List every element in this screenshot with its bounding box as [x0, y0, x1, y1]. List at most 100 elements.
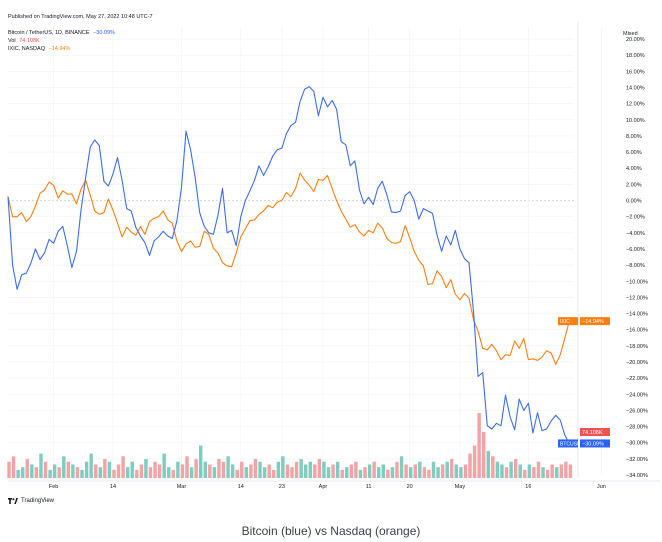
- volume-bar: [326, 467, 331, 478]
- volume-bar: [244, 467, 249, 478]
- volume-bar: [399, 456, 404, 478]
- volume-bar: [66, 461, 71, 478]
- volume-bar: [153, 461, 157, 478]
- volume-bar: [230, 464, 235, 478]
- volume-bar: [431, 461, 436, 478]
- y-tick-label: −14.00%: [626, 312, 648, 318]
- volume-bar: [440, 464, 445, 478]
- volume-bar: [57, 467, 61, 478]
- x-tick-label: 23: [279, 484, 285, 490]
- x-tick-label: 14: [110, 484, 116, 490]
- x-tick-label: Jun: [597, 484, 606, 490]
- y-tick-label: 20.00%: [626, 37, 645, 43]
- volume-bar: [345, 467, 349, 478]
- x-tick-label: 20: [407, 484, 413, 490]
- x-tick-label: Mar: [177, 484, 187, 490]
- volume-bar: [299, 459, 303, 478]
- volume-bar: [189, 467, 194, 478]
- volume-bar: [135, 469, 139, 478]
- volume-bar: [84, 461, 89, 478]
- volume-bar: [500, 464, 504, 478]
- tradingview-logo[interactable]: TradingView: [8, 498, 54, 504]
- volume-bar: [171, 469, 176, 478]
- volume-bar: [162, 453, 166, 478]
- volume-bar: [249, 464, 253, 478]
- volume-bar: [112, 469, 116, 478]
- volume-bar: [559, 464, 564, 478]
- volume-bar: [472, 445, 477, 478]
- x-tick-label: Apr: [319, 484, 328, 490]
- ixic-axis-tag-symbol-bg: [558, 317, 578, 326]
- x-tick-label: 16: [525, 484, 531, 490]
- btc-series-line: [7, 86, 570, 444]
- volume-bar: [290, 467, 294, 478]
- volume-bar: [272, 469, 276, 478]
- volume-bar: [39, 453, 43, 478]
- volume-bar: [363, 467, 367, 478]
- btc-axis-tag-value: −30.09%: [582, 441, 604, 447]
- volume-bar: [527, 464, 532, 478]
- volume-bar: [235, 469, 239, 478]
- legend-vol-value: 74.108K: [19, 38, 40, 44]
- volume-bar: [285, 464, 290, 478]
- y-tick-label: −26.00%: [626, 408, 648, 414]
- volume-bar: [367, 464, 372, 478]
- volume-bar: [418, 461, 422, 478]
- x-tick-label: Feb: [49, 484, 58, 490]
- volume-bar: [408, 467, 413, 478]
- ixic-axis-tag-value-bg: [580, 317, 610, 326]
- legend-btc-value: −30.09%: [93, 30, 115, 36]
- volume-bar: [98, 467, 103, 478]
- volume-bar: [71, 464, 75, 478]
- volume-bar: [445, 461, 449, 478]
- volume-bar: [541, 467, 545, 478]
- legend-ixic[interactable]: IXIC, NASDAQ −14.94%: [8, 46, 70, 53]
- volume-bar: [513, 459, 518, 478]
- volume-bar: [34, 467, 39, 478]
- volume-bar: [276, 461, 281, 478]
- volume-bar: [262, 467, 267, 478]
- volume-bar: [523, 469, 527, 478]
- figure-caption: Bitcoin (blue) vs Nasdaq (orange): [241, 524, 421, 538]
- volume-bar: [313, 464, 317, 478]
- chart-panel: 20.00% 18.00% 16.00% 14.00% 12.00% 10.00% 8.00…: [7, 14, 660, 504]
- volume-bar: [176, 461, 180, 478]
- volume-bar: [125, 467, 130, 478]
- volume-bar: [504, 467, 509, 478]
- y-tick-label: −30.00%: [626, 441, 648, 447]
- volume-bar: [208, 464, 212, 478]
- volume-bar: [258, 461, 262, 478]
- axis-mode-label[interactable]: Mixed: [623, 31, 638, 37]
- y-tick-label: −32.00%: [626, 457, 648, 463]
- volume-bar: [377, 467, 381, 478]
- y-tick-label: 10.00%: [626, 118, 645, 124]
- volume-bar: [212, 467, 217, 478]
- volume-bar: [495, 461, 500, 478]
- volume-bar: [308, 461, 312, 478]
- volume-bar: [226, 456, 230, 478]
- volume-bar: [62, 456, 66, 478]
- volume-bar: [550, 464, 554, 478]
- y-tick-label: −8.00%: [626, 263, 645, 269]
- volume-bar: [395, 461, 399, 478]
- volume-bar: [48, 469, 52, 478]
- volume-bar: [372, 461, 376, 478]
- volume-bar: [486, 450, 490, 478]
- btc-axis-tag-symbol-bg: [558, 439, 578, 448]
- legend-btc[interactable]: Bitcoin / TetherUS, 1D, BINANCE −30.09%: [8, 30, 115, 37]
- legend-vol[interactable]: Vol 74.108K: [8, 38, 40, 45]
- y-tick-label: 8.00%: [626, 134, 642, 140]
- y-tick-label: −16.00%: [626, 328, 648, 334]
- volume-bar: [267, 464, 271, 478]
- y-tick-label: 6.00%: [626, 150, 642, 156]
- volume-bar: [331, 464, 335, 478]
- published-note: Published on TradingView.com, May 27, 20…: [8, 14, 153, 20]
- volume-bar: [203, 461, 207, 478]
- y-tick-label: −28.00%: [626, 425, 648, 431]
- legend-ixic-label: IXIC, NASDAQ: [8, 46, 45, 52]
- volume-bar: [89, 453, 93, 478]
- ixic-axis-tag-symbol: IXIC: [560, 319, 570, 325]
- y-tick-label: −18.00%: [626, 344, 648, 350]
- volume-bar: [303, 464, 308, 478]
- volume-bar: [477, 413, 481, 478]
